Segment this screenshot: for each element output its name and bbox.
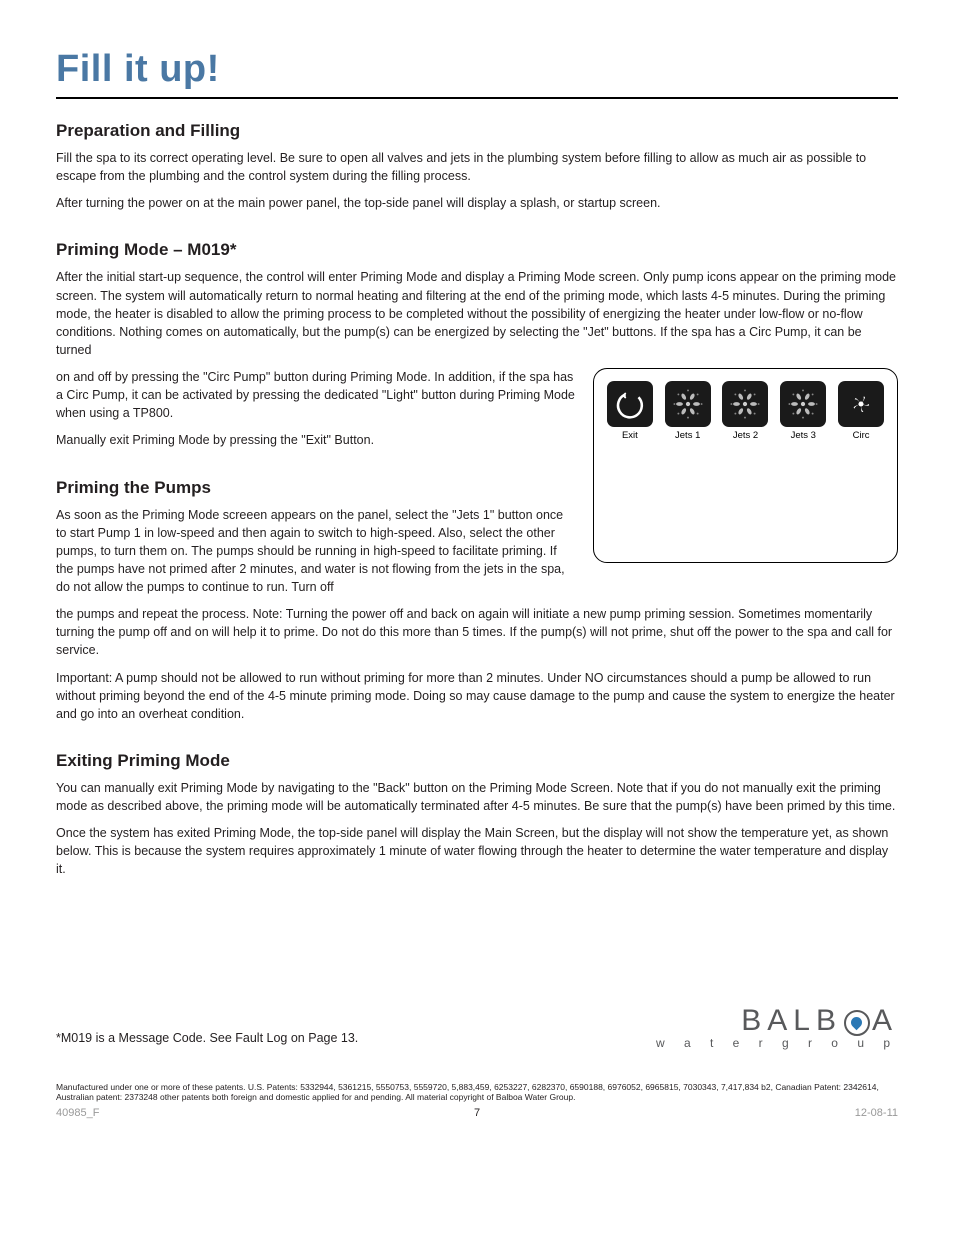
panel-button-label: Jets 1 — [662, 430, 714, 441]
heading-priming-pumps: Priming the Pumps — [56, 478, 575, 498]
panel-button-label: Jets 3 — [777, 430, 829, 441]
control-panel-diagram: Exit Jets 1 Jets 2 Jets 3 Circ — [593, 368, 898, 563]
body-text: Manually exit Priming Mode by pressing t… — [56, 431, 575, 449]
legal-text: Manufactured under one or more of these … — [56, 1082, 898, 1103]
logo-o-icon — [844, 1010, 870, 1036]
body-text: As soon as the Priming Mode screeen appe… — [56, 506, 575, 597]
panel-button-label: Jets 2 — [720, 430, 772, 441]
panel-button-circ: Circ — [835, 381, 887, 441]
body-text: on and off by pressing the "Circ Pump" b… — [56, 368, 575, 422]
footer-line: 40985_F 7 12-08-11 — [56, 1107, 898, 1119]
jets-icon — [780, 381, 826, 427]
panel-button-jets-2: Jets 2 — [720, 381, 772, 441]
footer-date: 12-08-11 — [855, 1107, 898, 1119]
heading-priming-mode: Priming Mode – M019* — [56, 240, 898, 260]
heading-prep: Preparation and Filling — [56, 121, 898, 141]
footer-doc-id: 40985_F — [56, 1107, 99, 1119]
title-rule — [56, 97, 898, 99]
body-text: After turning the power on at the main p… — [56, 194, 898, 212]
body-text: Important: A pump should not be allowed … — [56, 669, 898, 723]
heading-exiting: Exiting Priming Mode — [56, 751, 898, 771]
body-text: the pumps and repeat the process. Note: … — [56, 605, 898, 659]
page-number: 7 — [474, 1107, 480, 1119]
jets-icon — [665, 381, 711, 427]
panel-button-label: Circ — [835, 430, 887, 441]
body-text: You can manually exit Priming Mode by na… — [56, 779, 898, 815]
logo-subtext: w a t e r g r o u p — [656, 1036, 898, 1050]
panel-button-exit: Exit — [604, 381, 656, 441]
panel-button-jets-3: Jets 3 — [777, 381, 829, 441]
panel-button-jets-1: Jets 1 — [662, 381, 714, 441]
body-text: After the initial start-up sequence, the… — [56, 268, 898, 359]
balboa-logo: BALBA w a t e r g r o u p — [656, 1004, 898, 1050]
jets-icon — [722, 381, 768, 427]
body-text: Once the system has exited Priming Mode,… — [56, 824, 898, 878]
button-row: Exit Jets 1 Jets 2 Jets 3 Circ — [604, 381, 887, 441]
circ-icon — [838, 381, 884, 427]
panel-button-label: Exit — [604, 430, 656, 441]
body-text: Fill the spa to its correct operating le… — [56, 149, 898, 185]
exit-icon — [607, 381, 653, 427]
page-title: Fill it up! — [56, 48, 898, 91]
